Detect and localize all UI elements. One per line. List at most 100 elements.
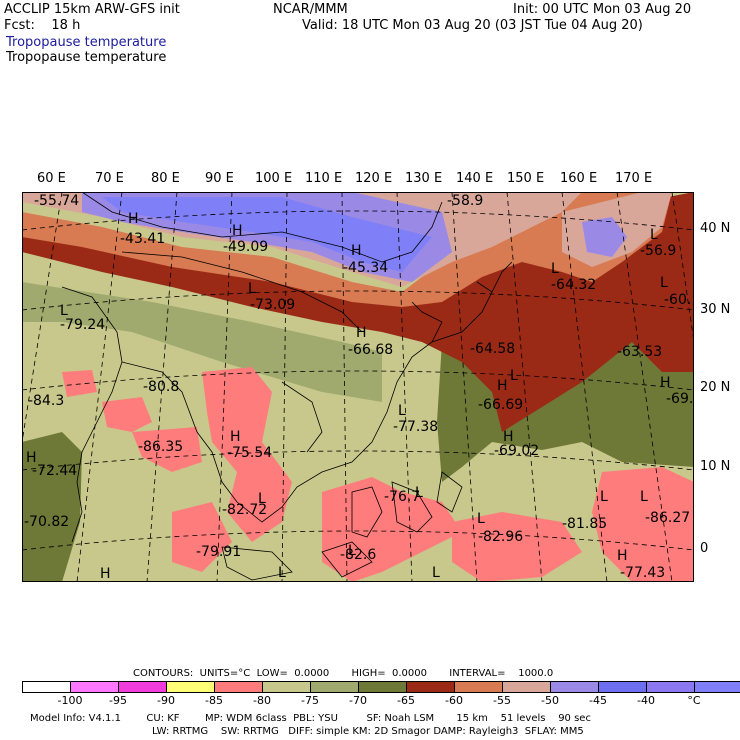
low-marker: L xyxy=(60,303,68,319)
field-title-blue: Tropopause temperature xyxy=(6,35,167,50)
temperature-value-label: -60. xyxy=(664,292,692,308)
temperature-value-label: -79.91 xyxy=(196,544,242,560)
temperature-value-label: -56.9 xyxy=(640,243,677,259)
low-marker: L xyxy=(415,485,423,501)
low-marker: L xyxy=(477,511,485,527)
colorbar-swatch xyxy=(214,681,263,693)
colorbar-tick-label: -70 xyxy=(349,694,367,707)
temperature-value-label: -82.6 xyxy=(340,547,377,563)
lat-label: 30 N xyxy=(700,302,731,317)
colorbar-swatch xyxy=(22,681,71,693)
temperature-value-label: -79.24 xyxy=(60,317,106,333)
low-marker: L xyxy=(348,543,356,559)
temperature-value-label: -81.85 xyxy=(562,516,608,532)
physics-info: LW: RRTMG SW: RRTMG DIFF: simple KM: 2D … xyxy=(152,726,584,737)
center-credit: NCAR/MMM xyxy=(273,2,348,17)
tropopause-temperature-map xyxy=(22,192,694,582)
temperature-value-label: -77.43 xyxy=(620,565,666,581)
colorbar-tick-label: -60 xyxy=(445,694,463,707)
lon-label: 160 E xyxy=(560,171,598,186)
contours-info: CONTOURS: UNITS=°C LOW= 0.0000 HIGH= 0.0… xyxy=(133,668,554,679)
valid-time: Valid: 18 UTC Mon 03 Aug 20 (03 JST Tue … xyxy=(302,18,643,33)
lat-label: 40 N xyxy=(700,221,731,236)
low-marker: L xyxy=(278,565,286,581)
temperature-value-label: -69. xyxy=(666,391,694,407)
low-marker: L xyxy=(432,565,440,581)
low-marker: L xyxy=(248,281,256,297)
colorbar-tick-label: -45 xyxy=(589,694,607,707)
model-info: Model Info: V4.1.1 CU: KF MP: WDM 6class… xyxy=(30,713,591,724)
high-marker: H xyxy=(128,211,139,227)
low-marker: L xyxy=(398,403,406,419)
temperature-value-label: -63.53 xyxy=(617,344,663,360)
lon-label: 130 E xyxy=(405,171,443,186)
field-olive-west xyxy=(22,432,82,582)
colorbar-swatch xyxy=(358,681,407,693)
high-marker: H xyxy=(356,325,367,341)
temperature-value-label: -73.09 xyxy=(250,297,296,313)
colorbar-swatch xyxy=(262,681,311,693)
lat-label: 0 xyxy=(700,541,709,556)
high-marker: H xyxy=(617,548,628,564)
temperature-value-label: -82.72 xyxy=(222,502,268,518)
colorbar-swatch xyxy=(694,681,740,693)
low-marker: L xyxy=(510,368,518,384)
temperature-value-label: -66.68 xyxy=(348,342,394,358)
colorbar-swatch xyxy=(310,681,359,693)
low-marker: L xyxy=(258,491,266,507)
lon-label: 150 E xyxy=(507,171,545,186)
high-marker: H xyxy=(232,223,243,239)
temperature-value-label: -69.02 xyxy=(494,443,540,459)
colorbar-tick-label: -80 xyxy=(253,694,271,707)
temperature-value-label: -72.44 xyxy=(32,463,78,479)
high-marker: H xyxy=(660,375,671,391)
colorbar-tick-label: -85 xyxy=(205,694,223,707)
init-time: Init: 00 UTC Mon 03 Aug 20 xyxy=(513,2,692,17)
graticule xyxy=(22,192,694,582)
temperature-value-label: -86.35 xyxy=(138,439,184,455)
low-marker: L xyxy=(551,261,559,277)
temperature-value-label: -66.69 xyxy=(478,397,524,413)
temperature-value-label: -45.34 xyxy=(343,260,389,276)
temperature-value-label: -43.41 xyxy=(120,231,166,247)
lon-label: 140 E xyxy=(456,171,494,186)
temperature-value-label: -49.09 xyxy=(223,239,269,255)
low-marker: L xyxy=(650,227,658,243)
temperature-value-label: -82.96 xyxy=(478,529,524,545)
temperature-value-label: -80.8 xyxy=(143,379,180,395)
lon-label: 110 E xyxy=(305,171,343,186)
temperature-value-label: -77.38 xyxy=(393,419,439,435)
temperature-value-label: -64.32 xyxy=(551,277,597,293)
lon-label: 120 E xyxy=(355,171,393,186)
colorbar-tick-label: -50 xyxy=(541,694,559,707)
colorbar-swatch xyxy=(550,681,599,693)
colorbar-swatch xyxy=(166,681,215,693)
temperature-value-label: -75.54 xyxy=(227,445,273,461)
temperature-value-label: -84.3 xyxy=(28,393,65,409)
lon-label: 70 E xyxy=(95,171,124,186)
temperature-value-label: -86.27 xyxy=(645,510,691,526)
temperature-value-label: -70.82 xyxy=(24,514,70,530)
lon-label: 170 E xyxy=(615,171,653,186)
map-border xyxy=(22,192,694,582)
temperature-value-label: -55.74 xyxy=(34,193,80,209)
colorbar-swatch xyxy=(118,681,167,693)
high-marker: H xyxy=(100,566,111,582)
model-title: ACCLIP 15km ARW-GFS init xyxy=(4,2,180,17)
low-marker: L xyxy=(660,275,668,291)
high-marker: H xyxy=(497,378,508,394)
colorbar-swatch xyxy=(502,681,551,693)
lon-label: 100 E xyxy=(255,171,293,186)
lat-label: 10 N xyxy=(700,459,731,474)
temperature-value-label: -76.7 xyxy=(384,489,421,505)
lon-label: 60 E xyxy=(37,171,66,186)
field-title-black: Tropopause temperature xyxy=(6,50,167,65)
colorbar-swatch xyxy=(454,681,503,693)
colorbar-tick-label: -95 xyxy=(109,694,127,707)
colorbar-swatch xyxy=(406,681,455,693)
colorbar-swatch xyxy=(70,681,119,693)
low-marker: L xyxy=(600,489,608,505)
field-salmon-patches xyxy=(62,367,694,582)
colorbar-tick-label: -40 xyxy=(637,694,655,707)
high-marker: H xyxy=(230,429,241,445)
